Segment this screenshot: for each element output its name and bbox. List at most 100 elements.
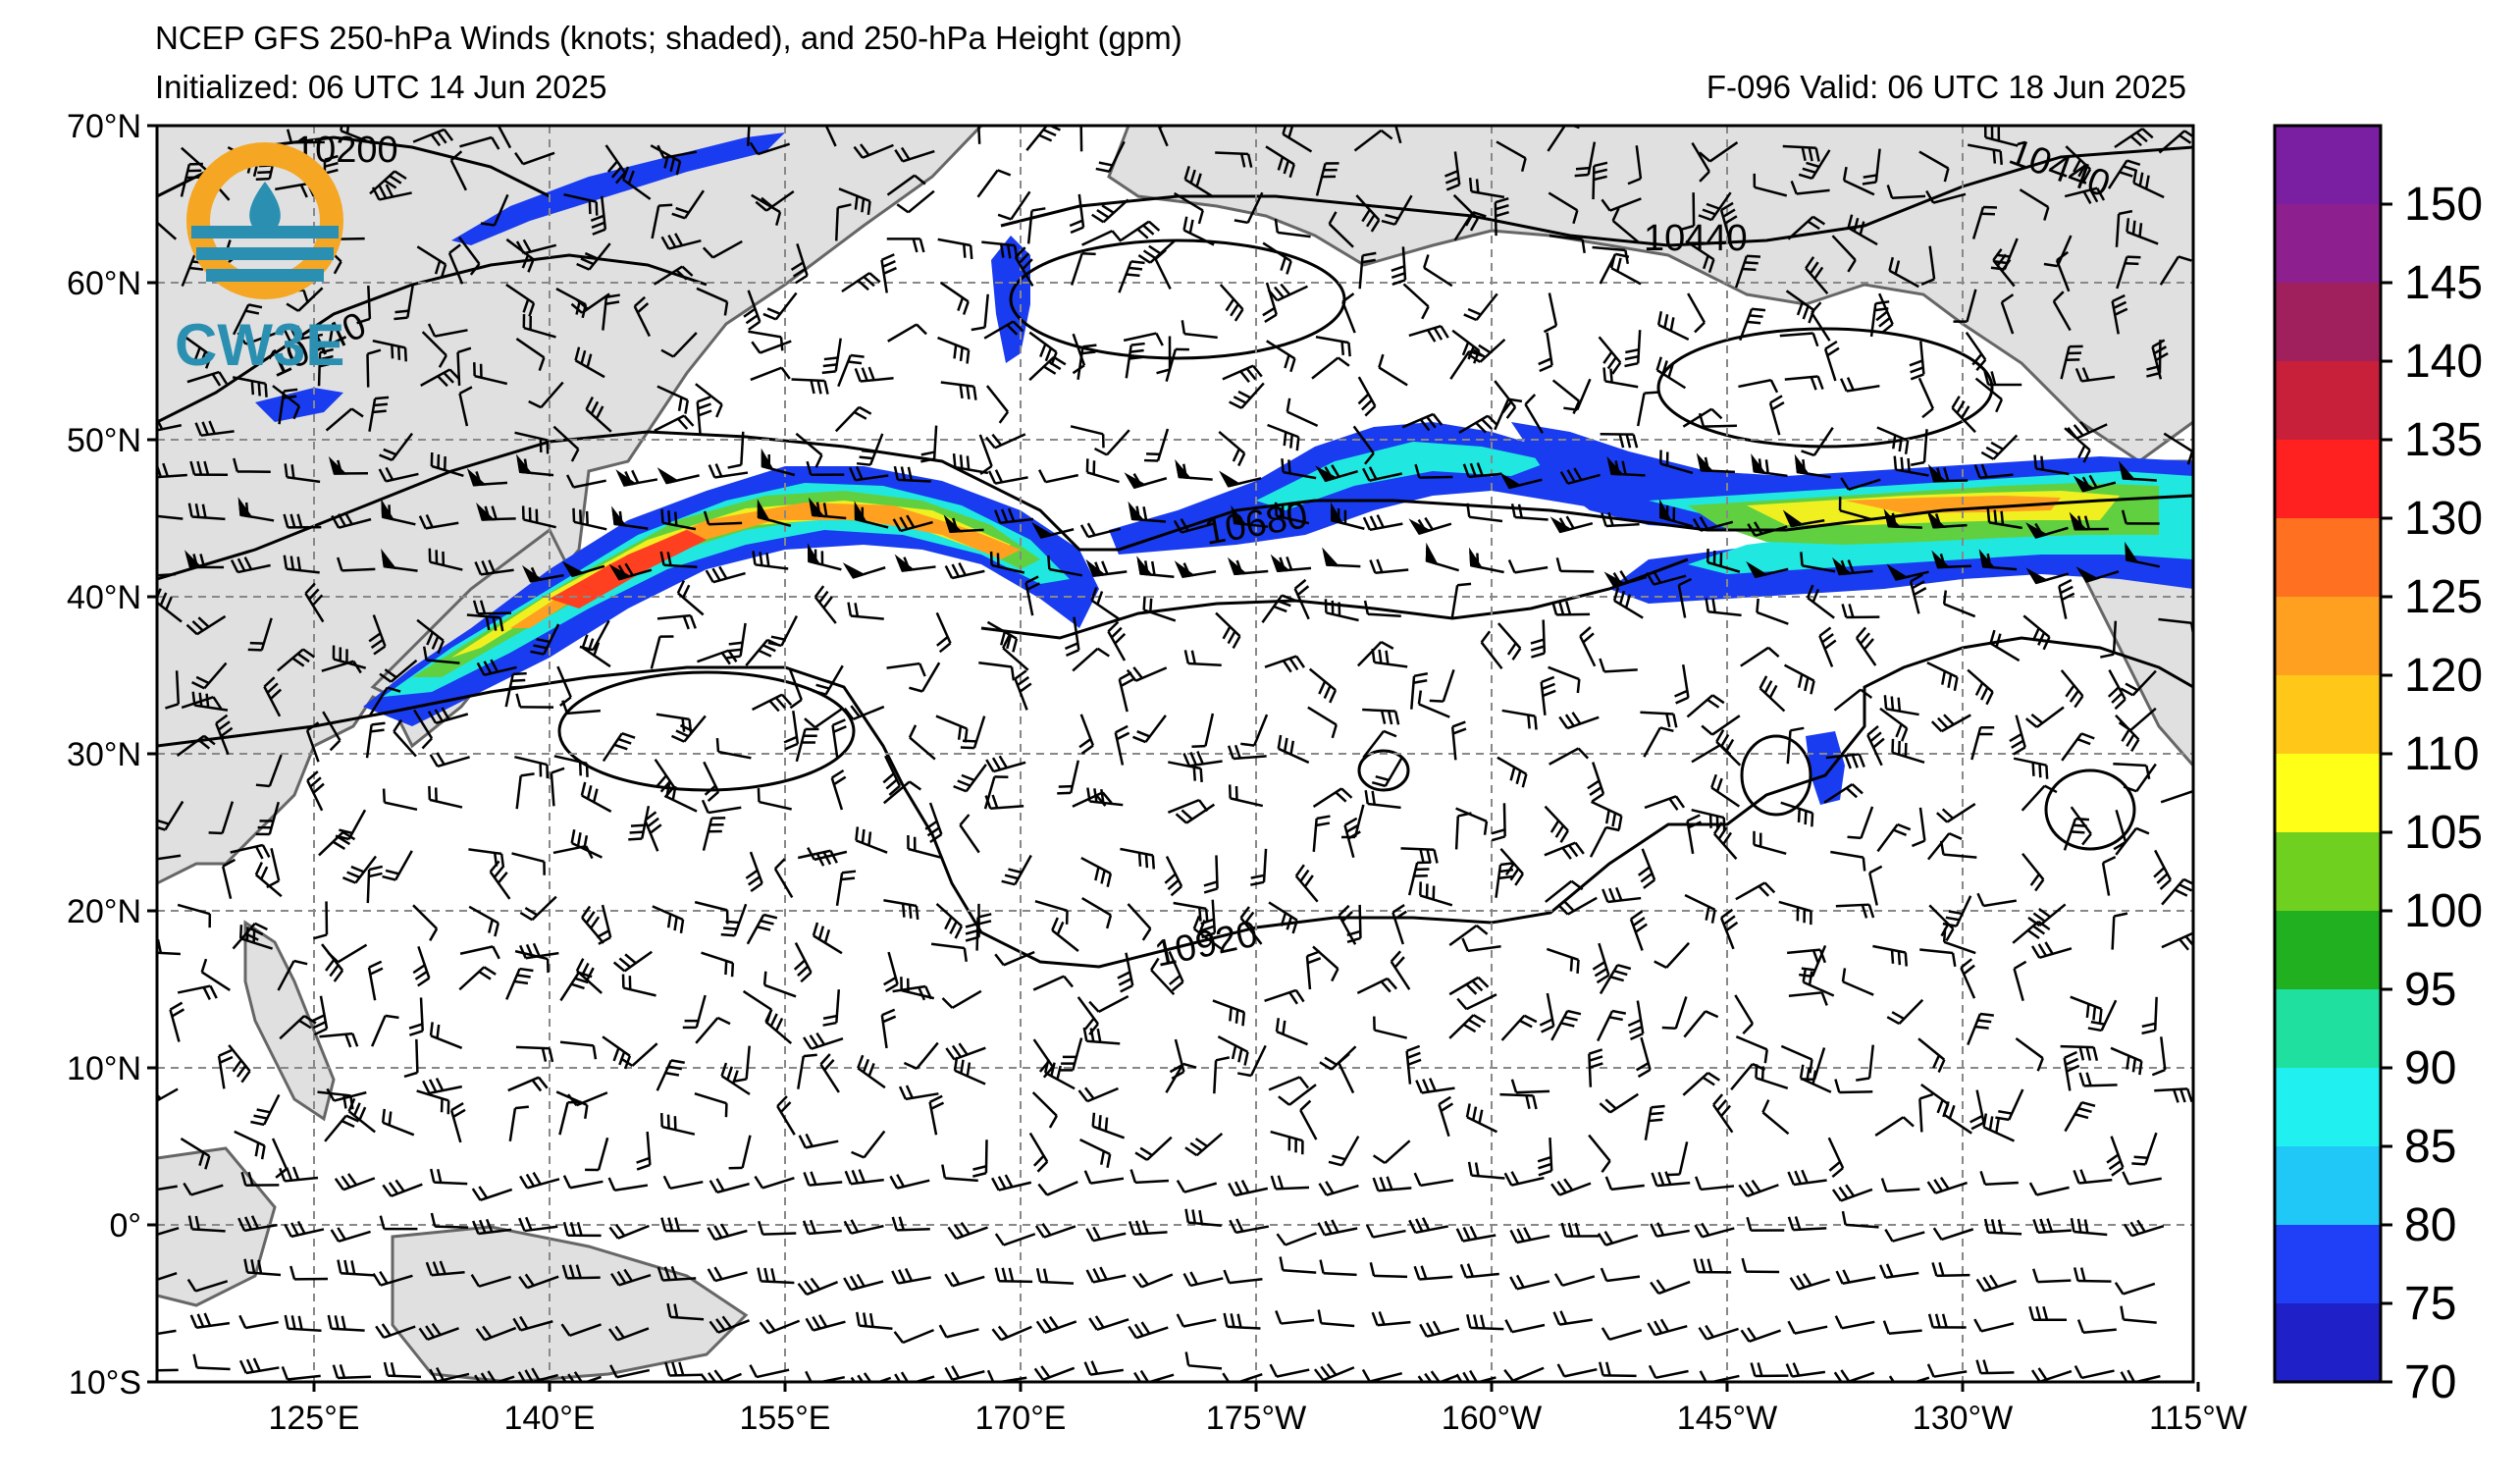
wind-barb — [1453, 210, 1487, 241]
wind-barb — [1603, 570, 1648, 589]
wind-barb — [565, 474, 606, 489]
wind-barb — [746, 126, 751, 146]
wind-barb — [504, 671, 527, 708]
wind-barb — [971, 293, 989, 332]
wind-barb — [1072, 647, 1110, 672]
wind-barb — [1886, 185, 1926, 200]
wind-barb — [743, 290, 761, 331]
colorbar-segment — [2275, 204, 2381, 284]
wind-barb — [1798, 149, 1831, 181]
wind-barb — [854, 366, 894, 383]
wind-barb — [1128, 501, 1167, 523]
wind-barb — [1719, 201, 1738, 243]
wind-barb — [1494, 397, 1523, 431]
wind-barb — [1356, 640, 1394, 667]
wind-barb — [255, 754, 283, 788]
wind-barb — [621, 166, 652, 200]
wind-barb — [1782, 144, 1820, 162]
wind-barb — [608, 562, 653, 581]
wind-barb — [1658, 499, 1694, 528]
wind-barb — [332, 645, 367, 669]
logo-text: CW3E — [175, 312, 344, 378]
wind-barb — [1274, 502, 1310, 525]
wind-barb — [1369, 558, 1409, 574]
wind-barb — [1739, 307, 1766, 342]
wind-barb — [1468, 178, 1505, 199]
wind-barb — [2121, 509, 2160, 525]
wind-barb — [505, 238, 535, 273]
wind-barb — [1038, 469, 1078, 484]
lat-label: 10°N — [67, 1050, 141, 1087]
wind-barb — [1191, 713, 1215, 748]
logo-wave-2 — [196, 247, 334, 260]
wind-barb — [1463, 292, 1498, 322]
wind-barb — [886, 174, 926, 196]
wind-barb — [1352, 425, 1375, 465]
wind-barb — [656, 385, 690, 414]
wind-barb — [1680, 192, 1696, 232]
wind-barb — [1183, 166, 1215, 198]
wind-barb — [421, 331, 447, 368]
wind-barb — [1685, 239, 1715, 274]
wind-barb — [1267, 283, 1308, 302]
wind-barb — [1682, 407, 1723, 428]
lat-label: 50°N — [67, 422, 141, 459]
wind-barb — [1839, 377, 1880, 393]
wind-barb — [750, 366, 791, 382]
wind-barb — [2125, 541, 2160, 568]
wind-barb — [656, 613, 697, 630]
lon-label: 125°E — [268, 1400, 359, 1437]
wind-barb — [1696, 452, 1736, 474]
wind-barb — [1886, 563, 1929, 581]
wind-barb — [752, 693, 793, 713]
map-title: NCEP GFS 250-hPa Winds (knots; shaded), … — [155, 20, 1182, 56]
wind-barb — [1579, 626, 1597, 667]
wind-barb — [2075, 566, 2120, 583]
lat-label: 60°N — [67, 265, 141, 302]
wind-barb — [2163, 432, 2193, 465]
wind-barb — [1530, 619, 1547, 659]
wind-barb — [1967, 668, 1994, 706]
wind-barb — [695, 383, 723, 418]
wind-barb — [1183, 650, 1222, 667]
wind-barb — [1909, 341, 1925, 381]
wind-barb — [191, 662, 228, 690]
wind-barb — [1686, 694, 1725, 718]
wind-barb — [1538, 332, 1553, 373]
wind-barb — [1600, 433, 1639, 449]
wind-barb — [427, 707, 469, 724]
jet-stream-shading — [255, 132, 2193, 805]
wind-barb — [466, 613, 504, 632]
wind-barb — [1627, 145, 1643, 185]
wind-barb — [1501, 709, 1538, 730]
wind-barb — [1753, 173, 1788, 197]
wind-barb — [790, 242, 809, 285]
wind-barb — [473, 362, 508, 386]
wind-barb — [761, 448, 796, 477]
wind-barb — [277, 648, 316, 672]
wind-barb — [1811, 301, 1831, 342]
wind-barb — [189, 460, 229, 476]
colorbar: 150 145 140 135 130 125 120 110 105 100 95 90 85 80 75… — [2273, 124, 2483, 1408]
wind-barb — [1611, 207, 1640, 243]
wind-barb — [806, 460, 845, 476]
wind-barb — [676, 580, 705, 616]
wind-barb — [1510, 503, 1549, 521]
wind-barb — [2033, 454, 2070, 476]
wind-barb — [1079, 522, 1122, 539]
wind-barb — [1307, 706, 1338, 739]
contour-label-10440-north: 10440 — [1644, 218, 1748, 259]
wind-barb — [804, 707, 844, 729]
wind-barb — [1779, 332, 1819, 347]
wind-barb — [263, 676, 282, 717]
wind-barb — [1182, 216, 1215, 246]
wind-barb — [1965, 331, 1987, 372]
wind-barb — [1142, 596, 1177, 622]
wind-barb — [1215, 611, 1241, 650]
alaska-landmass — [1107, 126, 2193, 463]
wind-barb — [1832, 556, 1873, 576]
wind-barb — [1783, 663, 1815, 695]
wind-barb — [2055, 250, 2071, 292]
wind-barb — [2052, 291, 2072, 332]
